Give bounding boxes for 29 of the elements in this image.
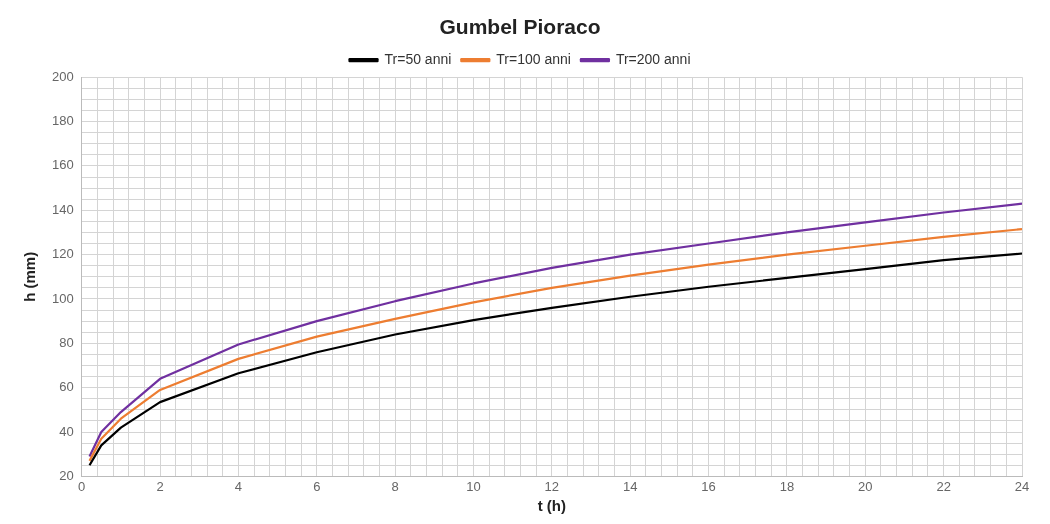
y-tick-label: 120 — [51, 246, 74, 262]
x-tick-label: 4 — [234, 478, 243, 494]
x-tick-label: 8 — [391, 478, 399, 494]
x-tick-label: 6 — [313, 478, 321, 494]
y-tick-label: 80 — [59, 334, 74, 350]
y-axis-title: h (mm) — [21, 251, 39, 302]
x-tick-label: 2 — [156, 478, 164, 494]
y-tick-label: 160 — [51, 157, 74, 173]
y-tick-label: 100 — [51, 290, 74, 306]
x-tick-label: 0 — [78, 478, 86, 494]
chart-title: Gumbel Pioraco — [439, 15, 601, 39]
x-tick-label: 10 — [466, 478, 481, 494]
y-tick-label: 40 — [59, 423, 74, 439]
x-tick-label: 20 — [858, 478, 873, 494]
x-tick-label: 16 — [701, 478, 716, 494]
y-tick-label: 200 — [51, 68, 74, 84]
x-axis-title: t (h) — [537, 497, 567, 515]
x-tick-label: 14 — [622, 478, 638, 494]
x-tick-label: 12 — [544, 478, 560, 494]
y-tick-label: 140 — [51, 201, 74, 217]
legend-label: Tr=200 anni — [615, 51, 691, 68]
x-tick-label: 22 — [936, 478, 951, 494]
x-tick-label: 24 — [1014, 478, 1030, 494]
y-tick-label: 60 — [59, 379, 74, 395]
legend-label: Tr=100 anni — [496, 51, 571, 68]
y-tick-label: 180 — [51, 113, 74, 129]
legend-label: Tr=50 anni — [384, 51, 452, 68]
x-tick-label: 18 — [779, 478, 795, 494]
y-tick-label: 20 — [59, 467, 74, 483]
